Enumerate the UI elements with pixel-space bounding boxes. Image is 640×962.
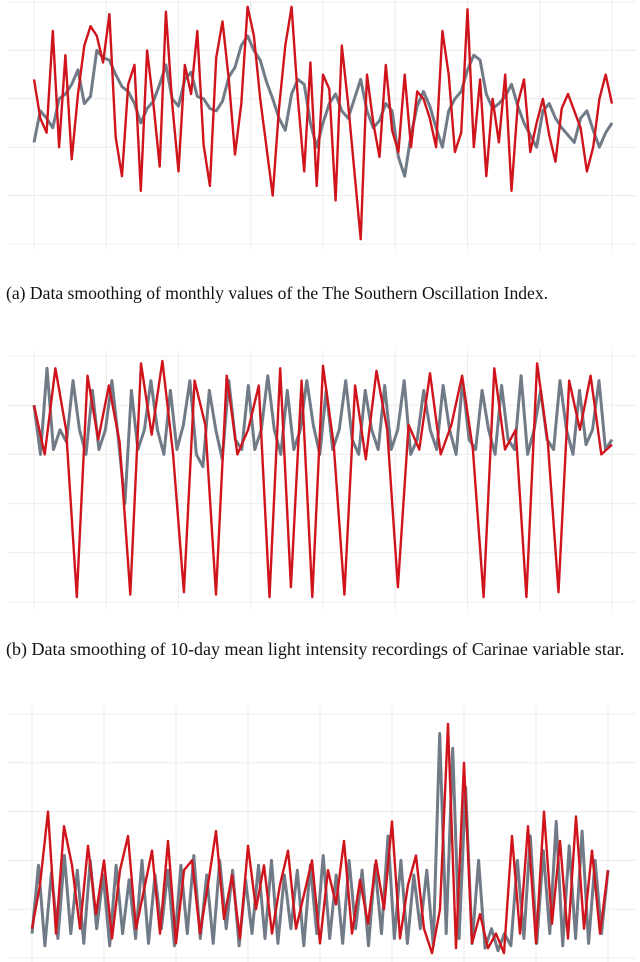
caption-b: (b) Data smoothing of 10-day mean light … bbox=[6, 639, 625, 659]
smoothed-series-line bbox=[32, 359, 613, 599]
smoothed-series-line bbox=[32, 5, 614, 241]
caption-a: (a) Data smoothing of monthly values of … bbox=[6, 283, 549, 303]
smoothed-series-line bbox=[30, 722, 610, 955]
chart-a bbox=[8, 0, 636, 250]
panel-b bbox=[0, 350, 640, 610]
observed-series-line bbox=[30, 732, 610, 953]
chart-b bbox=[8, 350, 636, 610]
observed-series-line bbox=[32, 34, 614, 178]
panel-a bbox=[0, 0, 640, 250]
chart-c bbox=[8, 708, 636, 962]
panel-c bbox=[0, 708, 640, 962]
